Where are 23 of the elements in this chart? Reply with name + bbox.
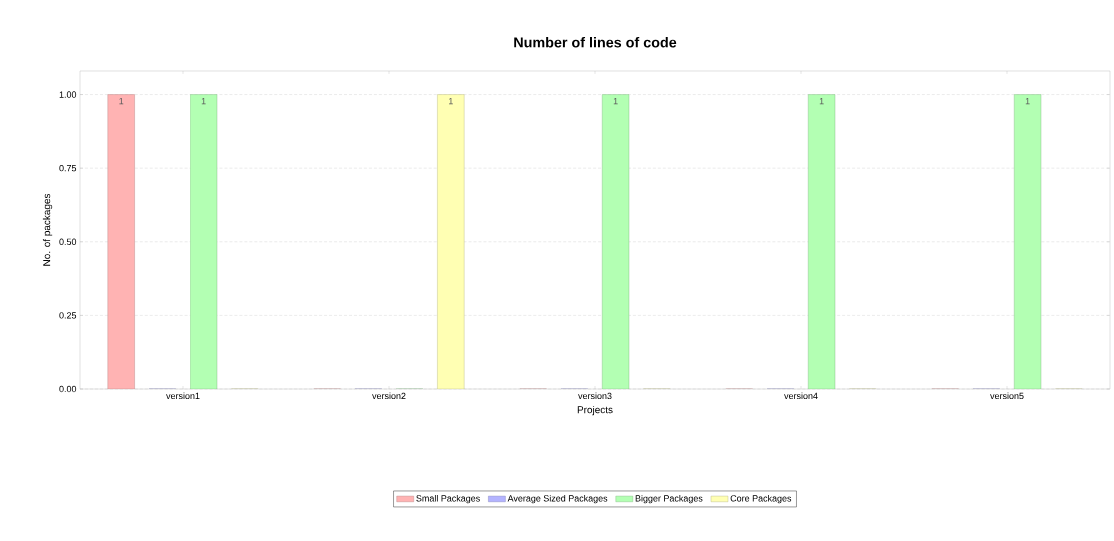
y-tick-label: 0.50 — [59, 238, 77, 245]
x-tick-label: version3 — [578, 392, 612, 400]
legend-label: Small Packages — [416, 494, 480, 504]
legend-label: Core Packages — [730, 494, 792, 504]
x-tick-label: version5 — [990, 392, 1024, 400]
y-tick-label: 0.00 — [59, 385, 77, 393]
x-tick-label: version2 — [372, 392, 406, 400]
data-label: 1 — [201, 98, 206, 105]
data-label: 1 — [449, 98, 453, 105]
data-label: 1 — [119, 98, 124, 105]
data-label: 1 — [819, 98, 824, 105]
legend-label: Average Sized Packages — [507, 494, 608, 504]
y-tick-label: 0.75 — [59, 164, 77, 172]
data-label: 1 — [613, 98, 618, 105]
chart-title: Number of lines of code — [514, 36, 677, 48]
y-tick-label: 1.00 — [59, 91, 77, 98]
y-tick-label: 0.25 — [59, 312, 77, 319]
x-axis-title: Projects — [577, 405, 613, 416]
y-axis-title: No. of packages — [42, 193, 53, 266]
x-tick-label: version4 — [784, 392, 818, 400]
x-tick-label: version1 — [166, 392, 200, 400]
legend-label: Bigger Packages — [635, 494, 703, 504]
data-label: 1 — [1025, 98, 1030, 105]
